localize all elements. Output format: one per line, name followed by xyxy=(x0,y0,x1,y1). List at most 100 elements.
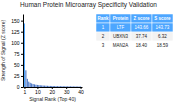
tick-mark xyxy=(21,43,23,44)
tick-label: 125 xyxy=(11,29,20,35)
chart-svg: Human Protein Microarray Specificity Val… xyxy=(0,0,177,103)
y-axis-title: Strength of Signal (Z score) xyxy=(0,20,6,81)
tick-mark xyxy=(21,21,23,22)
table-cell xyxy=(110,23,131,32)
tick-label: 150 xyxy=(11,18,20,24)
bar xyxy=(44,86,45,87)
table-cell xyxy=(131,23,152,32)
table-text: 37.74 xyxy=(136,34,148,39)
bar xyxy=(37,85,38,87)
tick: 100 xyxy=(11,40,23,46)
bars xyxy=(24,23,81,87)
tick-label: 30 xyxy=(64,89,70,95)
tick: 1 xyxy=(24,87,27,95)
bar xyxy=(74,86,75,87)
tick-mark xyxy=(21,65,23,66)
tick-label: 1 xyxy=(24,89,27,95)
bar xyxy=(34,84,35,87)
bar xyxy=(47,86,48,87)
tick: 20 xyxy=(49,87,55,95)
tick: 0 xyxy=(17,84,23,90)
bar xyxy=(28,82,29,87)
table-header-cell xyxy=(152,14,173,23)
bar xyxy=(73,86,74,87)
tick: 10 xyxy=(35,87,41,95)
bar xyxy=(63,86,64,87)
tick-label: 100 xyxy=(11,40,20,46)
tick-mark xyxy=(21,32,23,33)
tick: 125 xyxy=(11,29,23,35)
tick-label: 75 xyxy=(14,51,20,57)
tick: 30 xyxy=(64,87,70,95)
bar xyxy=(45,86,46,87)
table-cell xyxy=(110,32,131,41)
tick-label: 25 xyxy=(14,73,20,79)
table-text: 143.73 xyxy=(156,25,170,30)
bar xyxy=(51,86,52,87)
bar xyxy=(57,86,58,87)
tick: 75 xyxy=(14,51,23,57)
table-cell xyxy=(96,23,110,32)
tick: 25 xyxy=(14,73,23,79)
bar xyxy=(27,79,28,87)
table-text: 6.32 xyxy=(158,34,167,39)
tick-mark xyxy=(21,87,23,88)
table-cell xyxy=(110,41,131,50)
tick-label: 40 xyxy=(78,89,84,95)
bar xyxy=(80,86,81,87)
y-axis: 0 25 50 75 100 125 150 xyxy=(11,15,23,91)
bar xyxy=(67,86,68,87)
table-header: Rank xyxy=(97,16,109,21)
bar xyxy=(33,84,34,87)
table-header: Protein xyxy=(113,16,129,21)
table-text: 18.59 xyxy=(157,43,169,48)
bar xyxy=(69,86,70,87)
bar xyxy=(31,83,32,87)
bar xyxy=(79,86,80,87)
bar xyxy=(48,86,49,87)
table-cell xyxy=(131,32,152,41)
tick-label: 20 xyxy=(49,89,55,95)
bar xyxy=(40,85,41,87)
table-cell xyxy=(152,23,173,32)
x-axis-title: Signal Rank (Top 40) xyxy=(29,96,76,102)
tick-label: 50 xyxy=(14,62,20,68)
table-text: 1 xyxy=(102,25,105,30)
tick-mark xyxy=(21,76,23,77)
table-header-cell xyxy=(131,14,152,23)
axis-line xyxy=(24,87,83,88)
bar xyxy=(76,86,77,87)
table-text: 3 xyxy=(102,43,105,48)
table-cell xyxy=(96,32,110,41)
table-cell xyxy=(152,41,173,50)
bar xyxy=(41,85,42,87)
bar xyxy=(66,86,67,87)
title: Human Protein Microarray Specificity Val… xyxy=(20,1,157,9)
bar xyxy=(24,23,25,87)
bar xyxy=(58,86,59,87)
table-cell xyxy=(152,32,173,41)
axis-line xyxy=(23,15,24,88)
tick: 40 xyxy=(78,87,84,95)
table-text: UBXN3 xyxy=(113,34,129,39)
bar xyxy=(64,86,65,87)
table-cell xyxy=(96,41,110,50)
bar xyxy=(53,86,54,87)
x-axis: 1 10 20 30 40 xyxy=(24,87,85,95)
bar xyxy=(43,86,44,87)
table-header-cell xyxy=(96,14,110,23)
table: RankProteinZ scoreS score1LTF143.66143.7… xyxy=(96,14,173,50)
bar xyxy=(77,86,78,87)
table-text: MAN2A xyxy=(113,43,129,48)
tick: 50 xyxy=(14,62,23,68)
table-text: LTF xyxy=(117,25,125,30)
table-header-cell xyxy=(110,14,131,23)
table-text: 18.40 xyxy=(136,43,148,48)
bar xyxy=(60,86,61,87)
table-text: 143.66 xyxy=(135,25,149,30)
table-text: 2 xyxy=(102,34,105,39)
table-header: S score xyxy=(154,16,171,21)
bar xyxy=(25,70,26,87)
bar xyxy=(54,86,55,87)
chart-container: Human Protein Microarray Specificity Val… xyxy=(0,0,177,103)
